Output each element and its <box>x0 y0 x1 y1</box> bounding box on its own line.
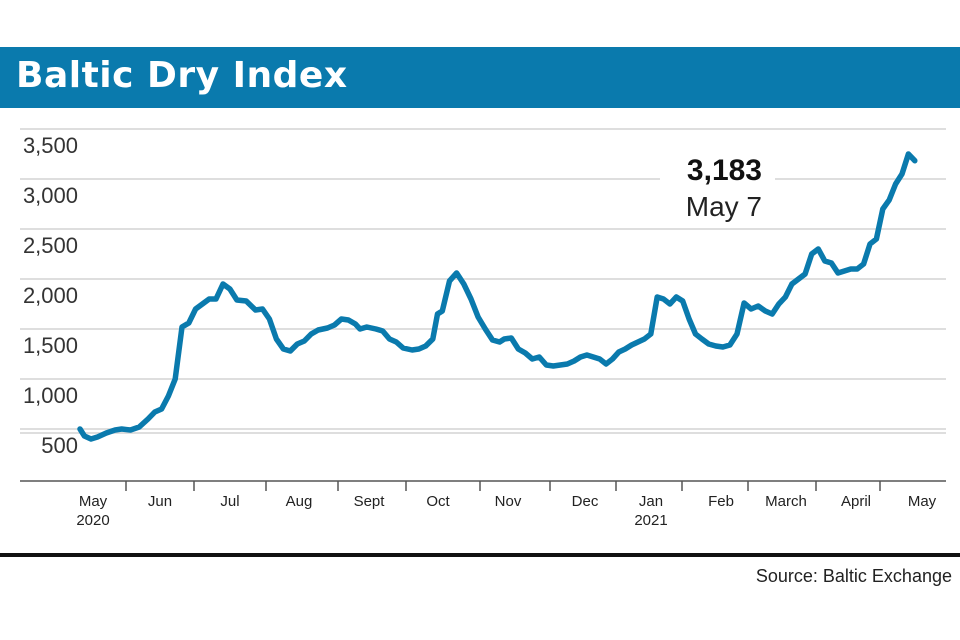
title-banner: Baltic Dry Index <box>0 47 960 108</box>
series-group <box>77 151 918 442</box>
x-tick-label: Oct <box>426 493 450 510</box>
x-tick-label: May <box>908 493 937 510</box>
y-tick-label: 1,000 <box>23 383 78 408</box>
x-tick-label: Sept <box>354 493 386 510</box>
x-axis: May 2020 Jun Jul Aug Sept Oct Nov Dec Jan 2021 Feb M… <box>76 481 937 529</box>
x-tick-label: April <box>841 493 871 510</box>
x-tick-year-label: 2021 <box>634 512 667 529</box>
x-tick-year-label: 2020 <box>76 512 109 529</box>
bottom-rule <box>0 553 960 557</box>
gridlines <box>20 128 946 482</box>
x-tick-label: March <box>765 493 807 510</box>
x-tick-label: Jan <box>639 493 663 510</box>
x-tick-label: Feb <box>708 493 734 510</box>
series-line <box>77 151 918 442</box>
y-tick-label: 500 <box>41 433 78 458</box>
source-note: Source: Baltic Exchange <box>755 566 952 586</box>
x-tick-label: Jun <box>148 493 172 510</box>
annotation-date: May 7 <box>686 191 762 222</box>
x-tick-label: Jul <box>220 493 239 510</box>
y-tick-label: 2,500 <box>23 233 78 258</box>
x-tick-label: Nov <box>495 493 522 510</box>
y-tick-label: 2,000 <box>23 283 78 308</box>
chart-title: Baltic Dry Index <box>16 55 348 96</box>
y-axis-ticks: 500 1,000 1,500 2,000 2,500 3,000 3,500 <box>23 133 78 458</box>
annotation-value: 3,183 <box>687 154 762 187</box>
latest-value-annotation: 3,183 May 7 <box>660 150 775 222</box>
y-tick-label: 3,500 <box>23 133 78 158</box>
x-tick-label: Aug <box>286 493 313 510</box>
annotation-background <box>660 150 775 222</box>
y-tick-label: 3,000 <box>23 183 78 208</box>
x-tick-label: Dec <box>572 493 599 510</box>
y-tick-label: 1,500 <box>23 333 78 358</box>
x-tick-label: May <box>79 493 108 510</box>
